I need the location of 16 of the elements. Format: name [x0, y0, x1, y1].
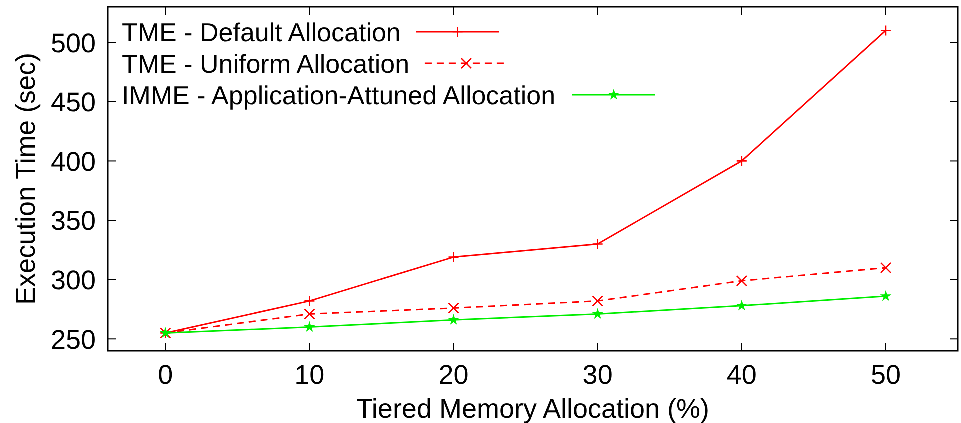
- x-tick-label: 0: [158, 360, 174, 390]
- legend-label: IMME - Application-Attuned Allocation: [122, 80, 556, 110]
- x-tick-label: 20: [438, 360, 469, 390]
- x-tick-label: 50: [870, 360, 901, 390]
- legend-label: TME - Default Allocation: [122, 17, 401, 48]
- y-axis-title: Execution Time (sec): [11, 52, 41, 306]
- y-tick-label: 250: [50, 324, 96, 355]
- x-tick-label: 40: [726, 360, 757, 390]
- y-tick-label: 400: [50, 146, 96, 177]
- y-tick-label: 350: [50, 206, 96, 236]
- x-tick-label: 10: [294, 360, 325, 390]
- x-tick-label: 30: [582, 360, 613, 390]
- y-tick-label: 450: [50, 88, 96, 118]
- y-tick-label: 300: [50, 266, 96, 296]
- legend-label: TME - Uniform Allocation: [122, 48, 410, 79]
- y-tick-label: 500: [50, 28, 96, 58]
